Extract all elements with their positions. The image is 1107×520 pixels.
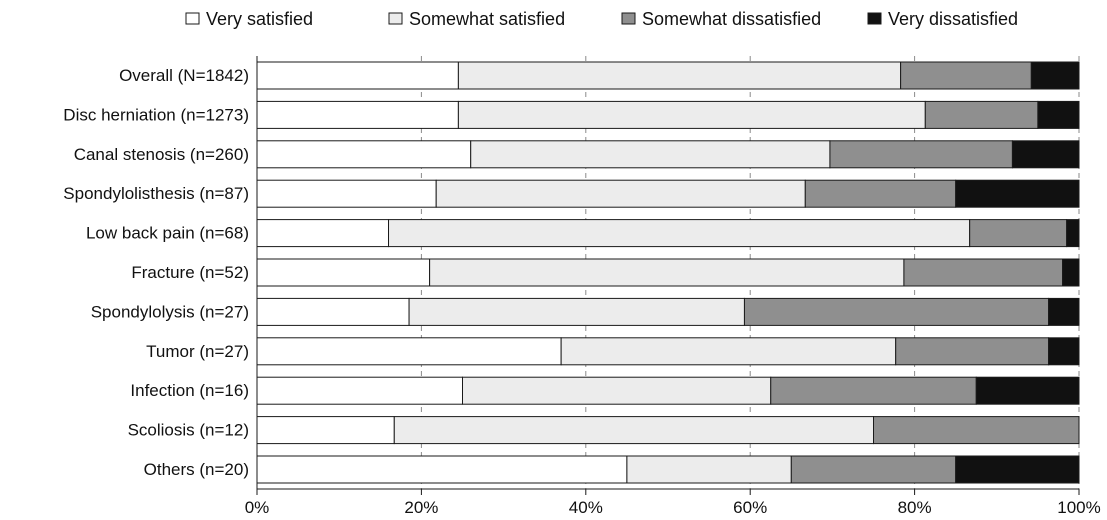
x-tick-label: 20% — [404, 498, 438, 517]
bar-canal-stenosis-very-satisfied — [256, 140, 472, 169]
legend-label-very-satisfied: Very satisfied — [206, 9, 313, 29]
x-tick-label: 100% — [1057, 498, 1100, 517]
bar-overall-very-satisfied — [256, 61, 459, 90]
legend-label-very-dissatisfied: Very dissatisfied — [888, 9, 1018, 29]
legend: Very satisfied Somewhat satisfied Somewhat… — [185, 9, 1018, 29]
category-label-canal-stenosis: Canal stenosis (n=260) — [74, 145, 249, 164]
bar-canal-stenosis-very-dissatisfied — [1011, 140, 1080, 169]
legend-swatch-somewhat-satisfied — [388, 12, 403, 25]
bar-low-back-pain-very-satisfied — [256, 219, 390, 248]
bar-low-back-pain-somewhat-satisfied — [388, 219, 971, 248]
bar-spondylolysis-somewhat-dissatisfied — [743, 297, 1050, 326]
bar-spondylolisthesis-somewhat-satisfied — [435, 179, 806, 208]
bar-others-very-satisfied — [256, 455, 628, 484]
bar-disc-herniation-very-dissatisfied — [1037, 100, 1080, 129]
bar-scoliosis-very-satisfied — [256, 416, 395, 445]
legend-label-somewhat-dissatisfied: Somewhat dissatisfied — [642, 9, 821, 29]
category-label-infection: Infection (n=16) — [130, 381, 249, 400]
category-label-spondylolisthesis: Spondylolisthesis (n=87) — [63, 184, 249, 203]
bar-overall-somewhat-satisfied — [457, 61, 902, 90]
x-axis: 0% 20% 40% 60% 80% 100% — [245, 56, 1101, 517]
legend-swatch-very-dissatisfied — [867, 12, 882, 25]
bar-fracture-very-dissatisfied — [1062, 258, 1080, 287]
bar-low-back-pain-somewhat-dissatisfied — [969, 219, 1068, 248]
bar-spondylolisthesis-very-satisfied — [256, 179, 437, 208]
x-tick-label: 80% — [898, 498, 932, 517]
bar-fracture-very-satisfied — [256, 258, 431, 287]
bar-spondylolisthesis-very-dissatisfied — [955, 179, 1080, 208]
category-label-low-back-pain: Low back pain (n=68) — [86, 224, 249, 243]
x-tick-label: 60% — [733, 498, 767, 517]
x-tick-label: 40% — [569, 498, 603, 517]
bar-fracture-somewhat-dissatisfied — [903, 258, 1064, 287]
category-label-fracture: Fracture (n=52) — [131, 263, 249, 282]
bar-infection-somewhat-dissatisfied — [770, 376, 977, 405]
bar-spondylolysis-very-dissatisfied — [1048, 297, 1080, 326]
bar-infection-very-satisfied — [256, 376, 463, 405]
bar-tumor-somewhat-dissatisfied — [895, 337, 1050, 366]
bar-spondylolysis-very-satisfied — [256, 297, 410, 326]
bar-low-back-pain-very-dissatisfied — [1066, 219, 1080, 248]
bar-others-somewhat-dissatisfied — [790, 455, 957, 484]
bar-overall-somewhat-dissatisfied — [900, 61, 1032, 90]
legend-swatch-somewhat-dissatisfied — [621, 12, 636, 25]
bar-others-somewhat-satisfied — [626, 455, 792, 484]
category-label-scoliosis: Scoliosis (n=12) — [128, 421, 249, 440]
bar-tumor-very-dissatisfied — [1048, 337, 1080, 366]
category-label-tumor: Tumor (n=27) — [146, 342, 249, 361]
legend-label-somewhat-satisfied: Somewhat satisfied — [409, 9, 565, 29]
bar-disc-herniation-somewhat-dissatisfied — [924, 100, 1039, 129]
bar-spondylolysis-somewhat-satisfied — [408, 297, 745, 326]
legend-swatch-very-satisfied — [185, 12, 200, 25]
bar-others-very-dissatisfied — [955, 455, 1080, 484]
bar-scoliosis-somewhat-dissatisfied — [873, 416, 1080, 445]
category-label-disc-herniation: Disc herniation (n=1273) — [63, 105, 249, 124]
bar-overall-very-dissatisfied — [1030, 61, 1080, 90]
bar-infection-somewhat-satisfied — [462, 376, 772, 405]
bar-infection-very-dissatisfied — [975, 376, 1080, 405]
category-label-overall: Overall (N=1842) — [119, 66, 249, 85]
bar-spondylolisthesis-somewhat-dissatisfied — [804, 179, 957, 208]
bar-canal-stenosis-somewhat-satisfied — [470, 140, 831, 169]
bars — [256, 61, 1080, 484]
category-label-spondylolysis: Spondylolysis (n=27) — [91, 302, 249, 321]
category-label-others: Others (n=20) — [144, 460, 249, 479]
bar-fracture-somewhat-satisfied — [429, 258, 905, 287]
bar-canal-stenosis-somewhat-dissatisfied — [829, 140, 1013, 169]
bar-tumor-very-satisfied — [256, 337, 562, 366]
bar-scoliosis-somewhat-satisfied — [393, 416, 874, 445]
x-tick-label: 0% — [245, 498, 270, 517]
bar-disc-herniation-very-satisfied — [256, 100, 459, 129]
category-labels: Overall (N=1842) Disc herniation (n=1273)… — [63, 66, 249, 479]
bar-disc-herniation-somewhat-satisfied — [457, 100, 926, 129]
bar-tumor-somewhat-satisfied — [560, 337, 897, 366]
